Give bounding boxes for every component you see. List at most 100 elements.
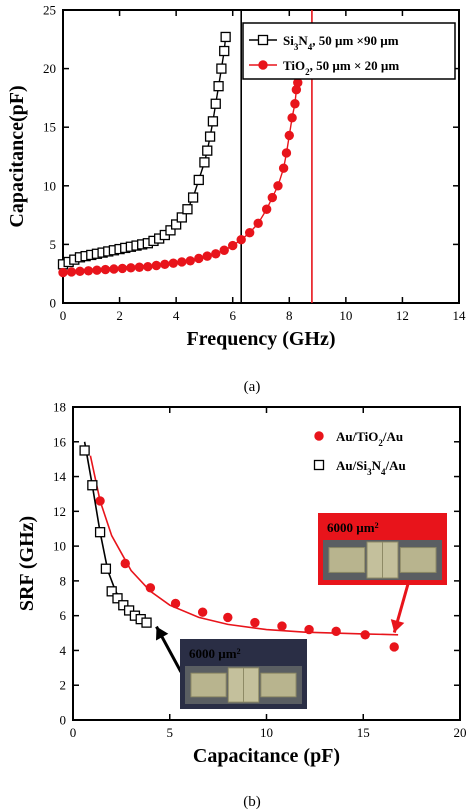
a-series-2-point (253, 218, 263, 229)
b-series-1-point (304, 624, 314, 635)
b-series-2-point (94, 527, 106, 538)
b-inset-2-inset-left-pad (190, 672, 227, 698)
a-series-2-point (134, 262, 145, 272)
a-x-tick-label: 8 (286, 308, 293, 323)
a-series-1-point (216, 63, 227, 74)
a-series-1-point (199, 157, 210, 168)
b-y-tick-label: 0 (60, 713, 67, 728)
b-inset-1-inset-right-pad (399, 547, 437, 573)
b-x-tick-label: 0 (70, 725, 77, 740)
a-legend-box (242, 22, 456, 80)
b-series-1-point (223, 612, 233, 623)
a-y-tick-label: 25 (43, 3, 56, 18)
b-series-2-point (87, 480, 98, 491)
a-series-1-point (182, 204, 193, 215)
chart-a: 0 2 4 6 8 10 12 14 0 5 10 15 20 25 Frequency (GHz) Capa… (6, 3, 466, 351)
chart-b: 0 5 10 15 20 0 2 4 6 8 10 12 14 16 18 Capacitance (pF) S… (16, 400, 467, 768)
a-series-1-point (213, 81, 224, 92)
b-inset-1-inset-label: 6000 µm2 (327, 520, 379, 535)
a-series-2-point (126, 263, 136, 273)
a-y-tick-label: 5 (50, 237, 57, 252)
a-series-1-point (170, 219, 182, 230)
b-series-1-point (389, 642, 399, 652)
b-series-1-fit-curve (89, 455, 399, 636)
b-series-2-point (106, 586, 117, 597)
a-series-2-point (92, 265, 102, 275)
a-y-tick-label: 15 (43, 120, 56, 135)
b-y-axis-label: SRF (GHz) (16, 516, 38, 611)
b-series-2-point (112, 593, 123, 604)
b-x-tick-label: 5 (167, 725, 174, 740)
a-series-1-point (204, 131, 216, 142)
a-series-1-point (220, 31, 231, 43)
b-series-1-point (120, 558, 130, 569)
a-series-2-point (100, 264, 111, 275)
b-x-tick-label: 10 (260, 725, 273, 740)
a-series-1-point (219, 45, 230, 57)
a-series-2-point (278, 163, 289, 173)
b-inset-2-inset-right-pad (260, 672, 297, 698)
a-x-tick-label: 10 (339, 308, 352, 323)
a-y-axis-label: Capacitance(pF) (6, 85, 28, 227)
a-x-tick-label: 2 (116, 308, 123, 323)
a-series-2-point (287, 113, 297, 123)
a-y-tick-label: 10 (43, 178, 56, 193)
b-y-tick-label: 16 (53, 434, 67, 449)
a-series-2-point (290, 99, 300, 109)
a-x-tick-label: 14 (453, 308, 467, 323)
a-x-tick-label: 6 (229, 308, 236, 323)
b-y-tick-label: 18 (53, 400, 66, 415)
b-y-tick-label: 10 (53, 539, 66, 554)
a-series-1-point (202, 145, 213, 156)
a-series-2-point (211, 249, 221, 259)
a-series-1-point (187, 192, 199, 203)
b-inset-1-inset-left-pad (328, 547, 366, 573)
a-series-2-point (261, 204, 272, 214)
b-y-tick-label: 2 (60, 678, 67, 693)
a-series-2-point (219, 245, 229, 255)
a-series-2-point (160, 259, 170, 270)
a-y-tick-label: 0 (50, 296, 57, 311)
b-x-tick-label: 15 (357, 725, 370, 740)
a-series-2-point (267, 192, 278, 203)
b-series-2-point (100, 563, 112, 574)
a-x-tick-label: 4 (173, 308, 180, 323)
b-series-2-point (79, 445, 90, 456)
b-series-1-point (250, 617, 260, 628)
a-legend-marker (257, 34, 269, 46)
b-legend-label-2: Au/Si3N4/Au (336, 458, 406, 477)
b-inset-1-arrow-head (390, 619, 405, 633)
a-series-2-point (236, 235, 246, 245)
b-y-tick-label: 12 (53, 504, 66, 519)
a-series-2-line (62, 82, 299, 274)
a-series-1-point (207, 116, 219, 127)
a-x-tick-label: 0 (60, 308, 67, 323)
a-series-1-point (210, 98, 221, 109)
a-series-1-point (193, 174, 204, 186)
b-series-1-point (95, 496, 105, 506)
b-series-1-point (145, 583, 156, 593)
b-legend-label-1: Au/TiO2/Au (336, 429, 403, 448)
a-series-2-point (117, 263, 128, 274)
a-x-tick-label: 12 (396, 308, 409, 323)
a-series-2-point (202, 251, 212, 261)
a-series-2-point (228, 240, 238, 251)
b-series-2-point (141, 617, 152, 628)
a-series-2-point (143, 261, 153, 272)
a-legend-label-2: TiO2, 50 µm × 20 µm (283, 58, 399, 77)
a-series-2-point (168, 258, 179, 268)
b-series-1-point (360, 630, 370, 640)
a-series-2-point (151, 260, 162, 271)
b-x-tick-label: 20 (454, 725, 467, 740)
a-series-1-point (165, 225, 176, 236)
a-legend-marker (258, 60, 268, 70)
a-series-2-point (83, 266, 94, 276)
b-y-tick-label: 4 (60, 643, 67, 658)
a-series-1-point (176, 212, 187, 223)
a-legend-label-1: Si3N4, 50 µm ×90 µm (283, 33, 399, 52)
a-series-2-point (284, 130, 294, 141)
a-series-2-point (109, 264, 119, 274)
a-x-axis-label: Frequency (GHz) (186, 328, 335, 350)
a-series-2-point (244, 227, 255, 238)
